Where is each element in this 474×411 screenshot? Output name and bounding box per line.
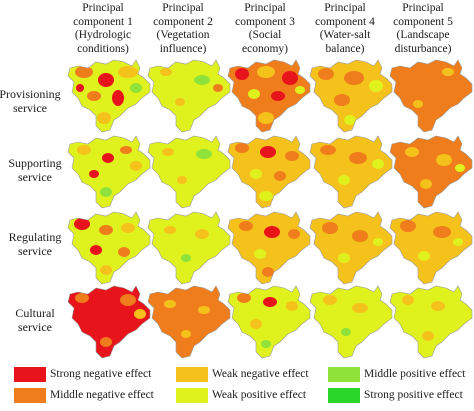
column-header-4-line3: (Water-salt [319,29,371,41]
legend-swatch-strong-negative [14,367,46,382]
column-header-1-line1: Principal [82,2,124,14]
column-header-3-line1: Principal [244,2,286,14]
column-header-1-line3: (Hydrologic [74,29,132,41]
column-header-1-line2: component 1 [73,15,133,28]
legend-swatch-weak-positive [176,388,208,403]
column-header-5: Principal component 5 (Landscape disturb… [380,2,466,56]
map-cultural-pc1 [66,284,152,359]
row-header-cultural-line1: Cultural [15,306,55,320]
row-header-provisioning-line2: service [13,101,47,115]
column-header-5-line2: component 5 [393,15,453,28]
legend-label-weak-positive: Weak positive effect [212,389,307,401]
column-header-4-line4: balance) [325,42,365,55]
map-provisioning-pc2 [146,58,232,133]
column-header-3-line4: economy) [242,42,288,55]
column-header-5-line1: Principal [402,2,444,14]
map-supporting-pc5 [388,134,474,209]
map-supporting-pc4 [308,134,394,209]
column-header-3-line2: component 3 [235,15,295,28]
map-supporting-pc2 [146,134,232,209]
row-header-cultural: Cultural service [0,306,70,334]
column-header-2-line3: (Vegetation [156,29,210,41]
column-header-2: Principal component 2 (Vegetation influe… [140,2,226,56]
legend-swatch-middle-negative [14,388,46,403]
map-regulating-pc1 [66,210,152,285]
map-cultural-pc4 [308,284,394,359]
legend-label-strong-positive: Strong positive effect [364,389,463,401]
column-header-3-line3: (Social [248,29,282,41]
row-header-supporting-line1: Supporting [8,156,62,170]
map-supporting-pc3 [226,134,312,209]
row-header-regulating-line2: service [18,244,52,258]
legend-label-weak-negative: Weak negative effect [212,368,309,380]
column-header-4-line1: Principal [324,2,366,14]
row-header-supporting: Supporting service [0,156,70,184]
map-regulating-pc4 [308,210,394,285]
map-provisioning-pc3 [226,58,312,133]
column-header-5-line4: disturbance) [394,42,452,55]
map-cultural-pc5 [388,284,474,359]
map-provisioning-pc4 [308,58,394,133]
row-header-cultural-line2: service [18,320,52,334]
row-header-regulating: Regulating service [0,230,70,258]
legend-label-middle-positive: Middle positive effect [364,368,466,380]
row-header-regulating-line1: Regulating [8,230,62,244]
column-header-2-line2: component 2 [153,15,213,28]
map-provisioning-pc1 [66,58,152,133]
map-regulating-pc3 [226,210,312,285]
legend-label-middle-negative: Middle negative effect [50,389,154,401]
column-header-1: Principal component 1 (Hydrologic condit… [60,2,146,56]
row-header-supporting-line2: service [18,170,52,184]
map-regulating-pc2 [146,210,232,285]
row-header-provisioning: Provisioning service [0,87,64,115]
column-header-5-line3: (Landscape [396,29,450,41]
legend-swatch-strong-positive [328,388,360,403]
column-header-2-line1: Principal [162,2,204,14]
map-regulating-pc5 [388,210,474,285]
row-header-provisioning-line1: Provisioning [0,87,61,101]
map-cultural-pc3 [226,284,312,359]
legend-swatch-weak-negative [176,367,208,382]
column-header-4-line2: component 4 [315,15,375,28]
map-supporting-pc1 [66,134,152,209]
map-cultural-pc2 [146,284,232,359]
column-header-4: Principal component 4 (Water-salt balanc… [302,2,388,56]
legend-swatch-middle-positive [328,367,360,382]
column-header-2-line4: influence) [159,42,207,55]
column-header-1-line4: conditions) [77,42,129,55]
column-header-3: Principal component 3 (Social economy) [222,2,308,56]
legend-label-strong-negative: Strong negative effect [50,368,152,380]
map-provisioning-pc5 [388,58,474,133]
